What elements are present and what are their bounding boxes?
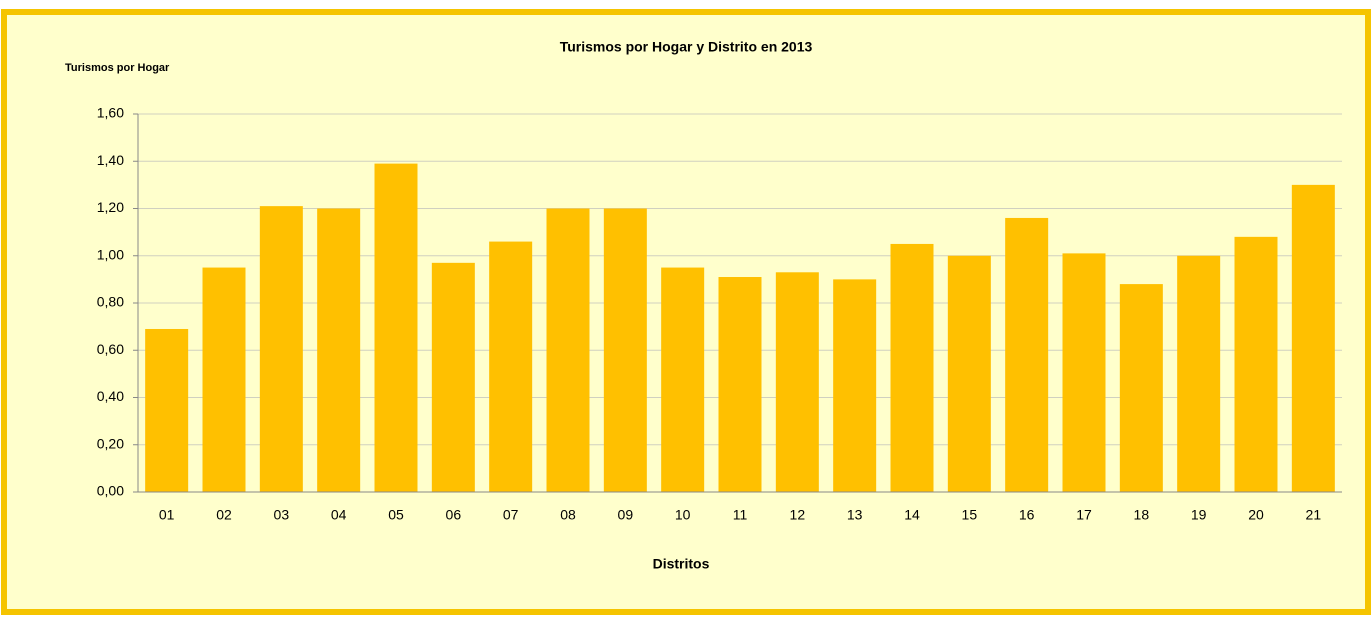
y-tick-label: 1,00 [97, 246, 124, 262]
bar [374, 163, 418, 493]
x-tick-label: 08 [560, 507, 576, 523]
x-tick-label: 03 [274, 507, 290, 523]
bar [661, 267, 705, 492]
x-tick-label: 19 [1191, 507, 1207, 523]
x-tick-label: 13 [847, 507, 863, 523]
y-tick-label: 0,20 [97, 435, 124, 451]
x-tick-label: 18 [1134, 507, 1150, 523]
y-tick-label: 1,40 [97, 152, 124, 168]
x-tick-label: 14 [904, 507, 920, 523]
bar [890, 243, 934, 492]
bar [1005, 217, 1049, 492]
bar [775, 272, 819, 492]
x-tick-label: 04 [331, 507, 347, 523]
bar [947, 255, 991, 492]
x-tick-label: 15 [962, 507, 978, 523]
y-axis-label: Turismos por Hogar [65, 62, 170, 74]
bar [1177, 255, 1221, 492]
x-tick-label: 20 [1248, 507, 1264, 523]
bar [718, 277, 762, 492]
x-tick-label: 12 [790, 507, 806, 523]
x-tick-label: 09 [618, 507, 634, 523]
chart-title: Turismos por Hogar y Distrito en 2013 [560, 39, 813, 55]
bar [546, 208, 590, 492]
x-tick-label: 02 [216, 507, 232, 523]
bar [1291, 184, 1335, 492]
y-tick-label: 0,40 [97, 388, 124, 404]
bar [489, 241, 533, 492]
bar [317, 208, 361, 492]
x-tick-label: 21 [1306, 507, 1322, 523]
bar [259, 206, 303, 492]
x-axis-label: Distritos [653, 556, 710, 572]
y-tick-label: 1,20 [97, 199, 124, 215]
bar [833, 279, 877, 492]
bar [431, 262, 475, 492]
x-tick-label: 01 [159, 507, 175, 523]
y-tick-label: 0,60 [97, 341, 124, 357]
bar [1234, 236, 1278, 492]
bar [145, 328, 189, 492]
x-tick-label: 05 [388, 507, 404, 523]
bar [202, 267, 246, 492]
y-tick-label: 0,00 [97, 483, 124, 499]
x-tick-label: 17 [1076, 507, 1092, 523]
bar [1062, 253, 1106, 492]
x-tick-label: 06 [446, 507, 462, 523]
x-tick-label: 16 [1019, 507, 1035, 523]
bar [1119, 284, 1163, 492]
bar [603, 208, 647, 492]
x-tick-label: 10 [675, 507, 691, 523]
x-tick-label: 11 [733, 507, 748, 523]
y-tick-label: 0,80 [97, 294, 124, 310]
y-tick-label: 1,60 [97, 105, 124, 121]
x-tick-label: 07 [503, 507, 519, 523]
